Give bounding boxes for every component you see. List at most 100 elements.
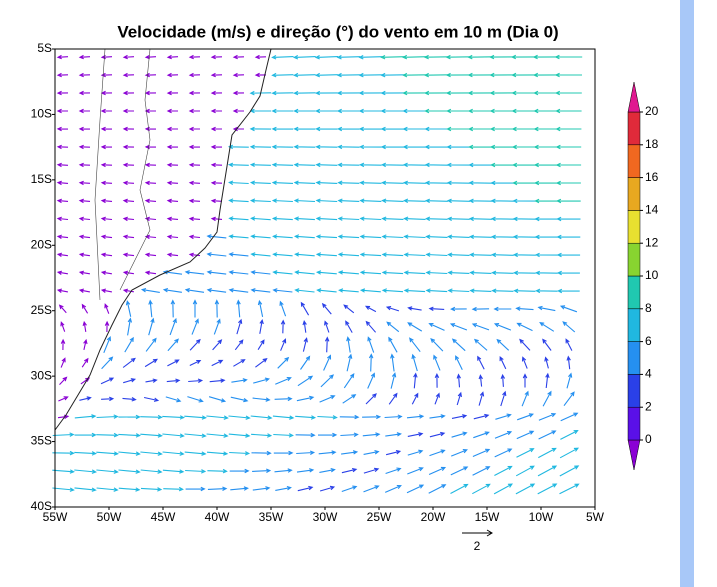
wind-arrow: [319, 485, 336, 492]
wind-arrow: [424, 126, 449, 132]
wind-arrow: [144, 252, 157, 258]
wind-arrow: [60, 338, 66, 351]
wind-arrow: [515, 483, 536, 495]
wind-arrow: [490, 252, 514, 258]
wind-arrow: [144, 216, 157, 222]
wind-arrow: [478, 374, 483, 387]
wind-arrow: [381, 216, 404, 221]
wind-arrow: [188, 234, 201, 240]
wind-arrow: [544, 356, 549, 369]
lat-label: 30S: [31, 368, 52, 382]
wind-arrow: [249, 144, 272, 150]
wind-arrow: [467, 54, 494, 60]
wind-arrow: [425, 234, 448, 239]
wind-arrow: [254, 72, 267, 78]
wind-arrow: [403, 234, 426, 239]
wind-arrow: [78, 54, 91, 60]
wind-arrow: [56, 108, 68, 114]
wind-arrow: [100, 288, 112, 293]
wind-arrow: [341, 467, 358, 474]
wind-arrow: [212, 339, 223, 351]
wind-arrow: [380, 126, 405, 132]
wind-arrow: [300, 355, 311, 370]
wind-arrow: [428, 484, 447, 494]
wind-arrow: [300, 301, 310, 316]
lon-label: 15W: [475, 510, 500, 524]
wind-arrow: [257, 339, 265, 350]
wind-arrow: [293, 198, 316, 203]
wind-arrow: [255, 358, 268, 368]
wind-arrow: [184, 287, 205, 293]
wind-arrow: [188, 90, 201, 96]
wind-arrow: [273, 433, 294, 438]
wind-arrow: [534, 270, 558, 276]
wind-arrow: [302, 320, 307, 333]
wind-arrow: [144, 198, 157, 204]
wind-arrow: [122, 270, 134, 275]
wind-arrow: [294, 270, 315, 275]
wind-arrow: [96, 451, 119, 456]
wind-arrow: [471, 306, 490, 312]
wind-arrow: [494, 448, 513, 458]
wind-arrow: [489, 108, 516, 114]
wind-arrow: [341, 485, 358, 493]
wind-arrow: [315, 144, 338, 150]
wind-arrow: [188, 162, 201, 168]
wind-arrow: [402, 90, 427, 96]
wind-arrow: [490, 216, 515, 222]
wind-arrow: [273, 450, 294, 456]
colorbar-label: 4: [645, 367, 652, 381]
wind-arrow: [512, 180, 537, 186]
wind-arrow: [390, 353, 395, 372]
wind-arrow: [101, 396, 115, 402]
wind-arrow: [257, 299, 264, 318]
colorbar-segment: [627, 242, 641, 277]
wind-arrow: [402, 144, 427, 150]
wind-arrow: [188, 378, 204, 383]
wind-arrow: [232, 90, 245, 96]
wind-arrow: [166, 108, 178, 114]
wind-arrow: [272, 234, 293, 239]
wind-arrow: [467, 108, 493, 114]
wind-arrow: [169, 317, 177, 336]
wind-arrow: [274, 396, 293, 402]
wind-arrow: [252, 397, 271, 402]
lon-label: 5W: [586, 510, 605, 524]
wind-arrow: [402, 126, 427, 132]
wind-arrow: [302, 337, 308, 352]
wind-arrow: [450, 306, 467, 312]
wind-arrow: [566, 355, 571, 370]
wind-arrow: [534, 216, 559, 222]
wind-arrow: [447, 270, 470, 275]
wind-arrow: [272, 415, 295, 420]
wind-arrow: [511, 144, 537, 150]
colorbar-segment: [627, 275, 641, 310]
wind-arrow: [390, 372, 397, 389]
wind-arrow: [188, 252, 201, 258]
wind-arrow: [122, 357, 136, 368]
wind-arrow: [188, 126, 200, 132]
wind-arrow: [189, 338, 201, 351]
wind-arrow: [538, 447, 557, 459]
wind-arrow: [206, 433, 229, 438]
wind-arrow: [81, 357, 89, 368]
wind-arrow: [337, 270, 359, 275]
wind-arrow: [321, 302, 332, 315]
wind-arrow: [118, 469, 141, 474]
colorbar-label: 14: [645, 203, 659, 217]
wind-arrow: [100, 144, 113, 150]
wind-arrow: [363, 485, 380, 493]
wind-arrow: [271, 55, 294, 60]
wind-arrow: [210, 72, 223, 78]
wind-arrow: [56, 90, 69, 96]
wind-arrow: [385, 449, 402, 456]
wind-arrow: [433, 354, 441, 371]
colorbar-label: 16: [645, 170, 659, 184]
wind-arrow: [336, 72, 361, 78]
wind-arrow: [407, 449, 424, 456]
wind-arrow: [365, 320, 377, 333]
wind-arrow: [249, 180, 271, 185]
wind-arrow: [559, 305, 578, 313]
wind-arrow: [210, 126, 222, 132]
wind-arrow: [384, 484, 402, 493]
